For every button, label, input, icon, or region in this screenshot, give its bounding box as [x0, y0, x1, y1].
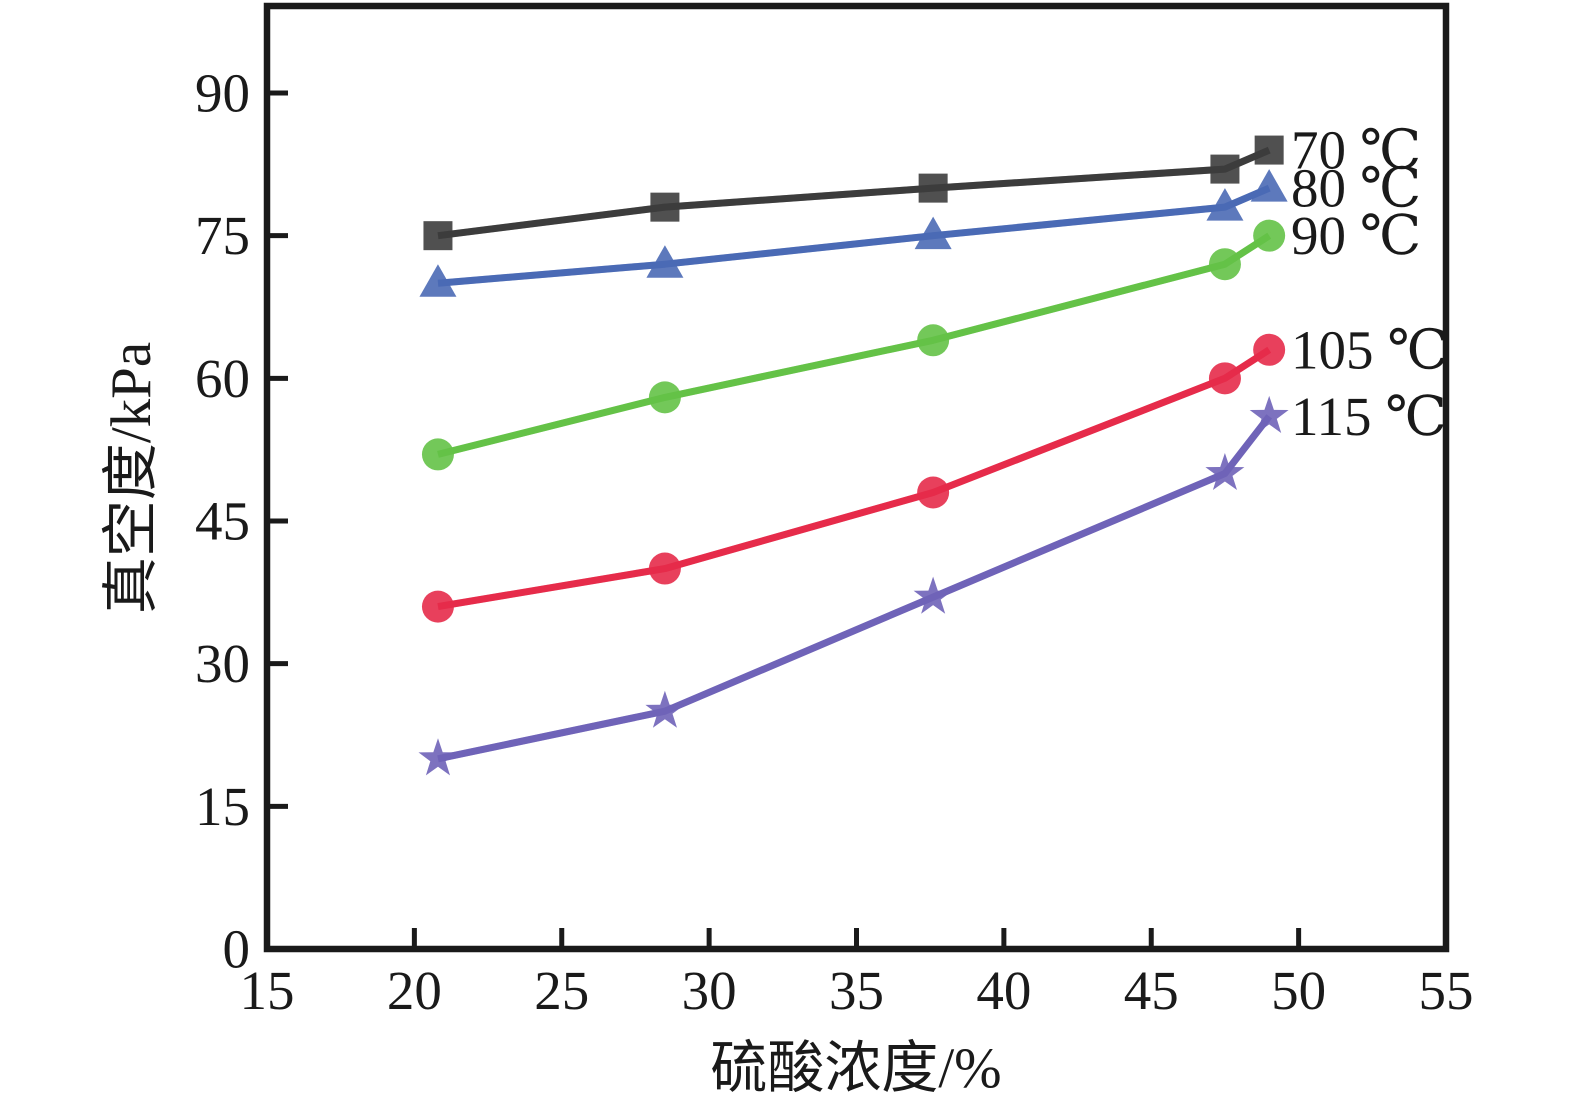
star-marker: [1205, 453, 1245, 490]
circle-marker: [421, 590, 454, 623]
x-tick-label: 30: [682, 960, 737, 1021]
x-axis-label: 硫酸浓度/%: [710, 1037, 1002, 1100]
y-tick-label: 30: [195, 633, 250, 694]
series-70c-legend-label: 70 ℃: [1291, 120, 1421, 181]
square-marker: [918, 173, 948, 203]
x-tick-label: 25: [534, 960, 589, 1021]
x-tick-label: 55: [1419, 960, 1474, 1021]
y-tick-label: 0: [223, 919, 251, 980]
series-80c-line-overlay: [437, 184, 1271, 287]
circle-marker: [421, 438, 454, 471]
series-80c-line: [437, 184, 1271, 287]
x-tick-label: 15: [240, 960, 295, 1021]
y-tick-label: 60: [195, 348, 250, 409]
circle-marker: [917, 476, 950, 509]
star-marker: [913, 576, 953, 614]
series-115c-line-overlay: [437, 414, 1272, 763]
circle-marker: [648, 552, 681, 585]
star-marker: [1249, 395, 1289, 433]
y-tick-label: 90: [195, 63, 250, 124]
x-tick-label: 40: [976, 960, 1031, 1021]
series-80c-legend-label: 80 ℃: [1291, 158, 1421, 219]
series-90c-legend-label: 90 ℃: [1291, 205, 1421, 266]
series-90c-line-overlay: [437, 232, 1272, 458]
circle-marker: [917, 324, 950, 357]
star-marker: [645, 690, 685, 728]
series-105c-line: [437, 346, 1272, 611]
circle-marker: [1253, 333, 1286, 366]
square-marker: [1254, 135, 1284, 165]
y-tick-label: 15: [195, 776, 250, 837]
series-105c-legend-label: 105 ℃: [1291, 319, 1449, 380]
triangle-marker: [646, 245, 684, 278]
triangle-marker: [914, 216, 952, 250]
square-marker: [1210, 154, 1240, 184]
triangle-marker: [1250, 169, 1288, 202]
triangle-marker: [1206, 188, 1244, 221]
y-tick-label: 45: [195, 491, 250, 552]
series-105c-line-overlay: [437, 346, 1272, 611]
square-marker: [650, 192, 680, 222]
x-tick-label: 20: [387, 960, 442, 1021]
square-marker: [423, 221, 453, 251]
x-tick-label: 50: [1271, 960, 1326, 1021]
star-marker: [418, 738, 458, 776]
series-115c-legend-label: 115 ℃: [1291, 386, 1447, 447]
circle-marker: [1253, 219, 1286, 252]
x-tick-label: 45: [1124, 960, 1179, 1021]
y-tick-label: 75: [195, 205, 250, 266]
x-tick-label: 35: [829, 960, 884, 1021]
y-axis-label: 真空度/kPa: [100, 341, 163, 615]
series-70c-line-overlay: [437, 146, 1271, 240]
triangle-marker: [419, 264, 457, 297]
circle-marker: [648, 381, 681, 414]
circle-marker: [1208, 248, 1241, 281]
circle-marker: [1208, 362, 1241, 395]
